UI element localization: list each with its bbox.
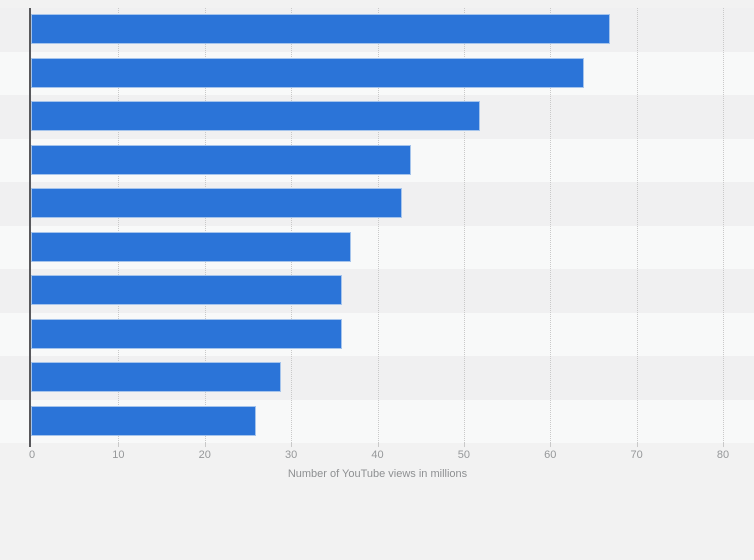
x-tick-mark	[118, 443, 120, 447]
bar[interactable]	[31, 57, 584, 88]
x-axis-label: Number of YouTube views in millions	[287, 468, 468, 480]
gridline	[118, 8, 120, 443]
gridline	[291, 8, 293, 443]
gridline	[550, 8, 552, 443]
x-tick-mark	[636, 443, 638, 447]
gridline	[204, 8, 206, 443]
gridline	[723, 8, 724, 443]
bar[interactable]	[31, 188, 403, 218]
y-axis-line	[29, 8, 31, 447]
bar[interactable]	[31, 101, 481, 131]
bar[interactable]	[31, 275, 342, 305]
x-tick-label: 30	[285, 449, 298, 461]
gridline	[636, 8, 638, 443]
x-tick-mark	[550, 443, 552, 447]
bar[interactable]	[31, 405, 256, 436]
gridline	[463, 8, 465, 443]
x-tick-label: 40	[371, 449, 384, 461]
gridline	[377, 8, 379, 443]
bar[interactable]	[31, 318, 342, 349]
x-tick-label: 70	[630, 449, 643, 461]
x-tick-mark	[204, 443, 206, 447]
x-tick-label: 80	[716, 449, 730, 461]
x-tick-label: 0	[28, 449, 36, 461]
x-tick-label: 10	[112, 449, 125, 461]
x-tick-label: 50	[457, 449, 470, 461]
x-tick-mark	[291, 443, 293, 447]
x-tick-mark	[463, 443, 465, 447]
bar[interactable]	[31, 362, 282, 392]
x-tick-mark	[377, 443, 379, 447]
x-tick-label: 20	[198, 449, 211, 461]
bar[interactable]	[31, 14, 610, 44]
bar[interactable]	[31, 231, 351, 262]
x-tick-mark	[723, 443, 724, 447]
bar[interactable]	[31, 144, 412, 175]
x-tick-label: 60	[544, 449, 557, 461]
